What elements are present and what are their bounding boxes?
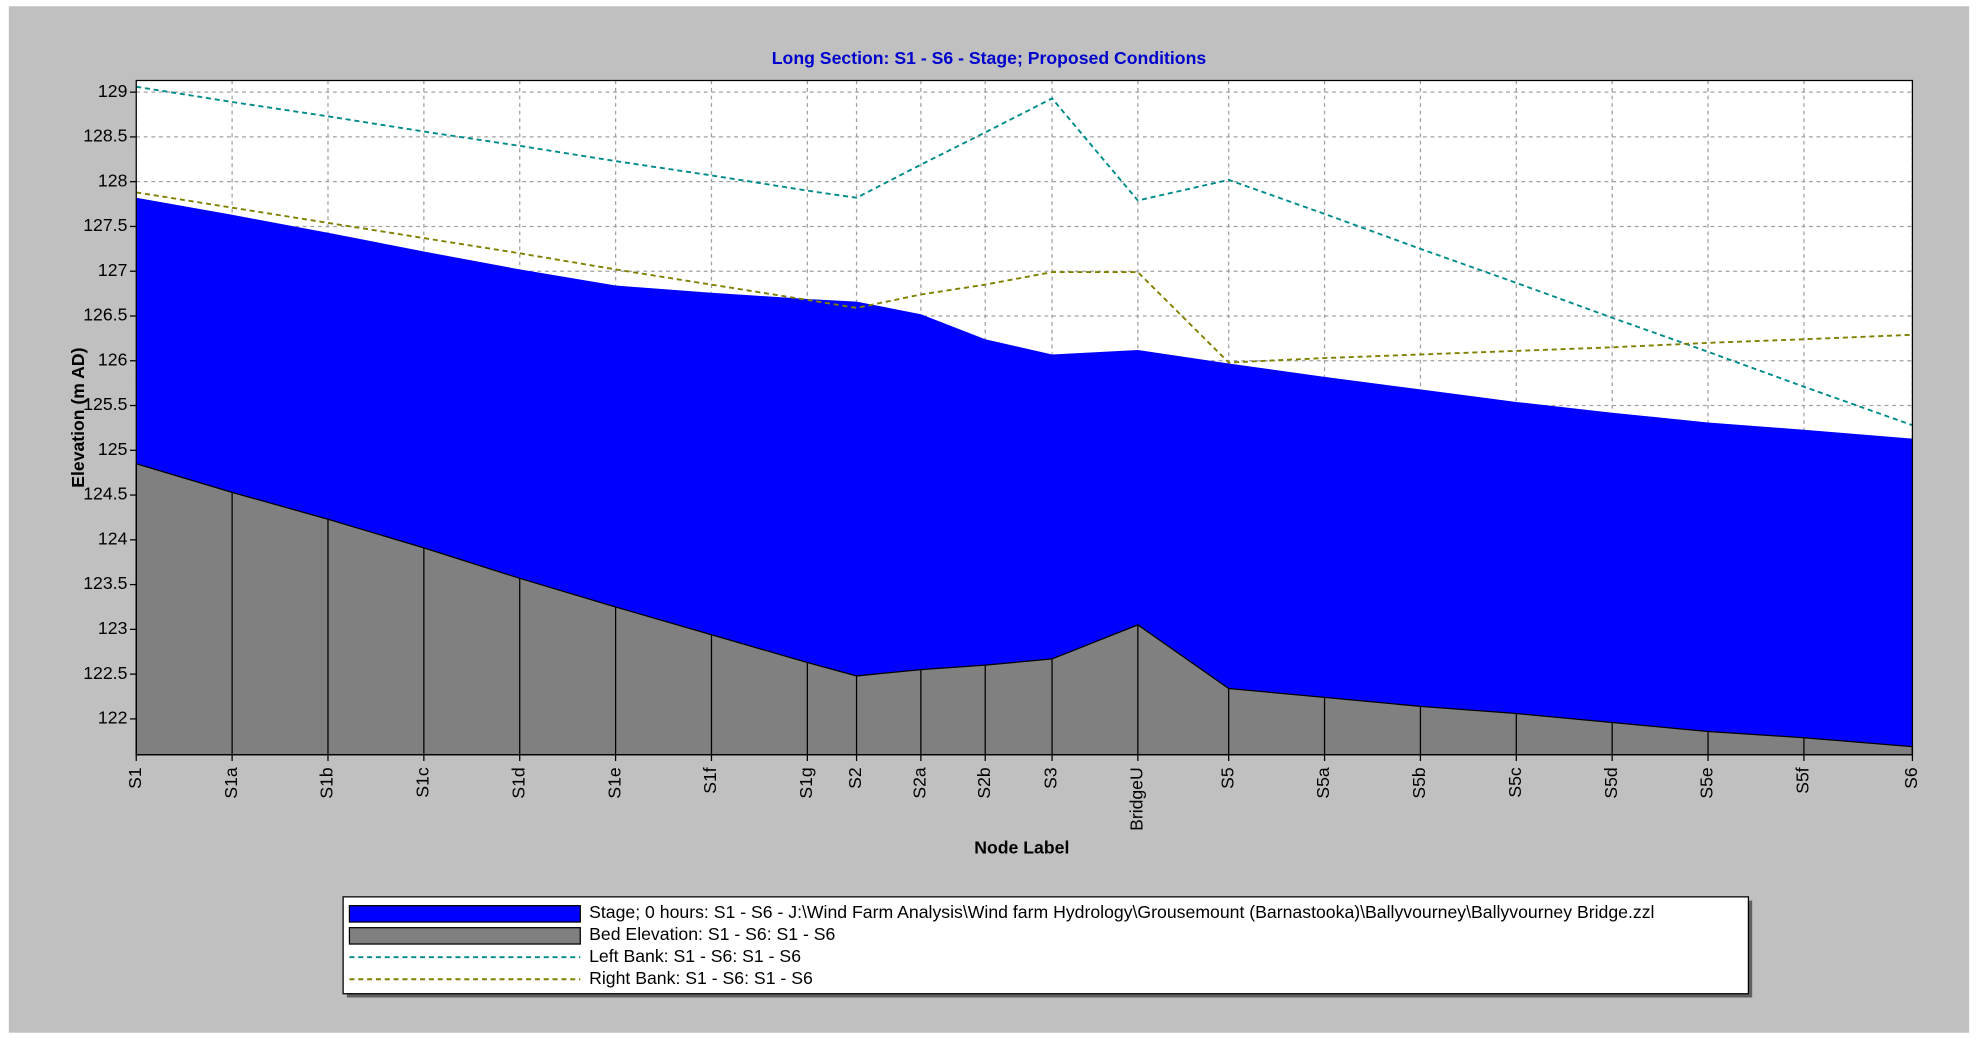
x-tick-label: S5e: [1697, 767, 1717, 799]
y-tick-label: 128.5: [83, 126, 127, 146]
x-tick-label: S2b: [974, 767, 994, 799]
legend-swatch: [348, 927, 581, 945]
y-tick-label: 122.5: [83, 663, 127, 683]
y-axis-label: Elevation (m AD): [68, 348, 88, 488]
y-tick-label: 126.5: [83, 305, 127, 325]
legend: Stage; 0 hours: S1 - S6 - J:\Wind Farm A…: [342, 896, 1753, 998]
x-tick-label: S2a: [910, 767, 930, 799]
x-tick-label: S5c: [1505, 767, 1525, 798]
x-axis-label: Node Label: [974, 838, 1069, 858]
y-tick-label: 127.5: [83, 215, 127, 235]
y-tick-label: 123: [98, 618, 128, 638]
x-tick-label: BridgeU: [1126, 767, 1146, 831]
legend-label: Left Bank: S1 - S6: S1 - S6: [589, 946, 801, 966]
series-line: [136, 191, 1913, 364]
x-tick-label: S1d: [508, 767, 528, 798]
series-line: [136, 85, 1913, 427]
x-tick-label: S2: [845, 767, 865, 789]
marks: [135, 85, 1914, 756]
y-tick-label: 125.5: [83, 394, 127, 414]
x-tick-label: S5f: [1793, 767, 1813, 794]
series-area: [135, 462, 1914, 756]
y-tick-label: 127: [98, 260, 127, 280]
legend-swatch: [348, 905, 581, 923]
x-tick-label: S1: [125, 767, 145, 789]
y-tick-label: 124.5: [83, 484, 127, 504]
y-tick-label: 122: [98, 708, 127, 728]
x-tick-label: S1f: [700, 767, 720, 794]
x-tick-label: S1c: [412, 767, 432, 798]
x-tick-label: S5d: [1601, 767, 1621, 798]
legend-label: Right Bank: S1 - S6: S1 - S6: [589, 968, 813, 988]
legend-label: Stage; 0 hours: S1 - S6 - J:\Wind Farm A…: [589, 902, 1654, 922]
y-tick-label: 129: [98, 81, 127, 101]
x-tick-label: S3: [1041, 767, 1061, 789]
x-tick-label: S1a: [221, 767, 241, 799]
x-tick-label: S5b: [1409, 767, 1429, 799]
y-tick-label: 123.5: [83, 573, 127, 593]
y-tick-label: 128: [98, 170, 128, 190]
x-tick-label: S5a: [1313, 767, 1333, 799]
x-tick-label: S1e: [604, 767, 624, 799]
x-tick-label: S5: [1217, 767, 1237, 789]
y-tick-label: 124: [98, 529, 128, 549]
y-tick-label: 126: [98, 349, 128, 369]
legend-label: Bed Elevation: S1 - S6: S1 - S6: [589, 924, 835, 944]
plot-frame: [135, 79, 1914, 756]
chart-title: Long Section: S1 - S6 - Stage; Proposed …: [772, 48, 1207, 68]
x-tick-label: S1b: [317, 767, 337, 799]
x-tick-label: S6: [1901, 767, 1921, 789]
x-tick-label: S1g: [796, 767, 816, 798]
y-tick-label: 125: [98, 439, 128, 459]
